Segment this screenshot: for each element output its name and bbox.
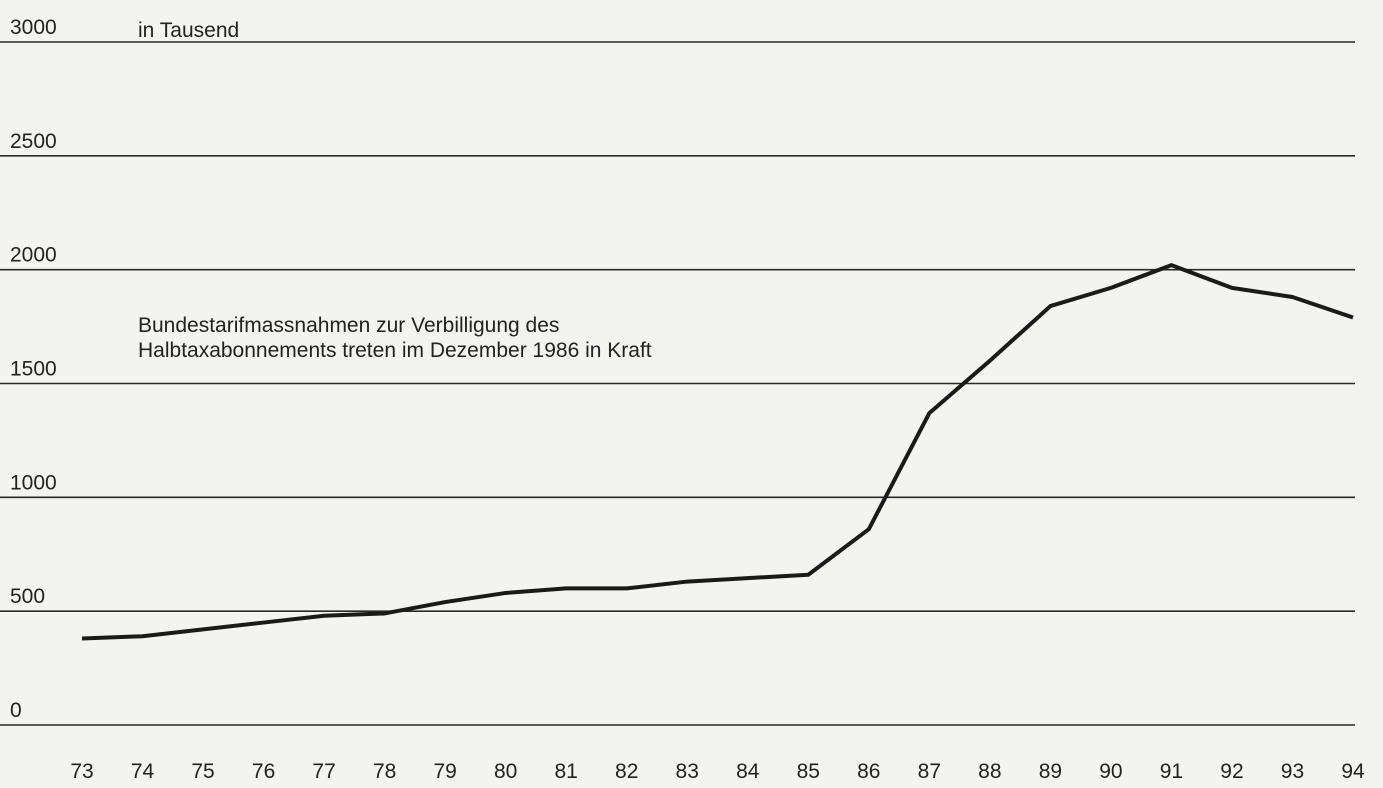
x-tick-label: 83	[676, 760, 699, 783]
x-tick-label: 76	[252, 760, 275, 783]
y-tick-label: 2000	[10, 244, 57, 267]
x-tick-label: 82	[615, 760, 638, 783]
y-tick-label: 3000	[10, 16, 57, 39]
y-tick-label: 0	[10, 699, 22, 722]
y-tick-label: 1000	[10, 471, 57, 494]
x-tick-label: 93	[1281, 760, 1304, 783]
x-tick-label: 87	[918, 760, 941, 783]
x-tick-label: 75	[191, 760, 214, 783]
x-tick-label: 78	[373, 760, 396, 783]
x-tick-label: 84	[736, 760, 760, 783]
x-tick-label: 81	[555, 760, 578, 783]
annotation: Bundestarifmassnahmen zur Verbilligung d…	[138, 314, 559, 337]
x-tick-label: 90	[1099, 760, 1122, 783]
x-tick-label: 91	[1160, 760, 1183, 783]
x-tick-label: 86	[857, 760, 880, 783]
x-tick-label: 89	[1039, 760, 1062, 783]
x-tick-label: 85	[797, 760, 820, 783]
x-tick-label: 77	[312, 760, 335, 783]
y-tick-label: 500	[10, 585, 45, 608]
unit-label: in Tausend	[138, 19, 239, 42]
x-tick-label: 94	[1341, 760, 1365, 783]
data-line	[81, 263, 1354, 641]
x-tick-label: 92	[1220, 760, 1243, 783]
x-tick-label: 79	[433, 760, 456, 783]
x-tick-label: 88	[978, 760, 1001, 783]
x-tick-label: 80	[494, 760, 517, 783]
y-tick-label: 1500	[10, 358, 57, 381]
x-tick-label: 73	[70, 760, 93, 783]
y-tick-label: 2500	[10, 130, 57, 153]
annotation: Halbtaxabonnements treten im Dezember 19…	[138, 339, 652, 362]
x-tick-label: 74	[131, 760, 155, 783]
